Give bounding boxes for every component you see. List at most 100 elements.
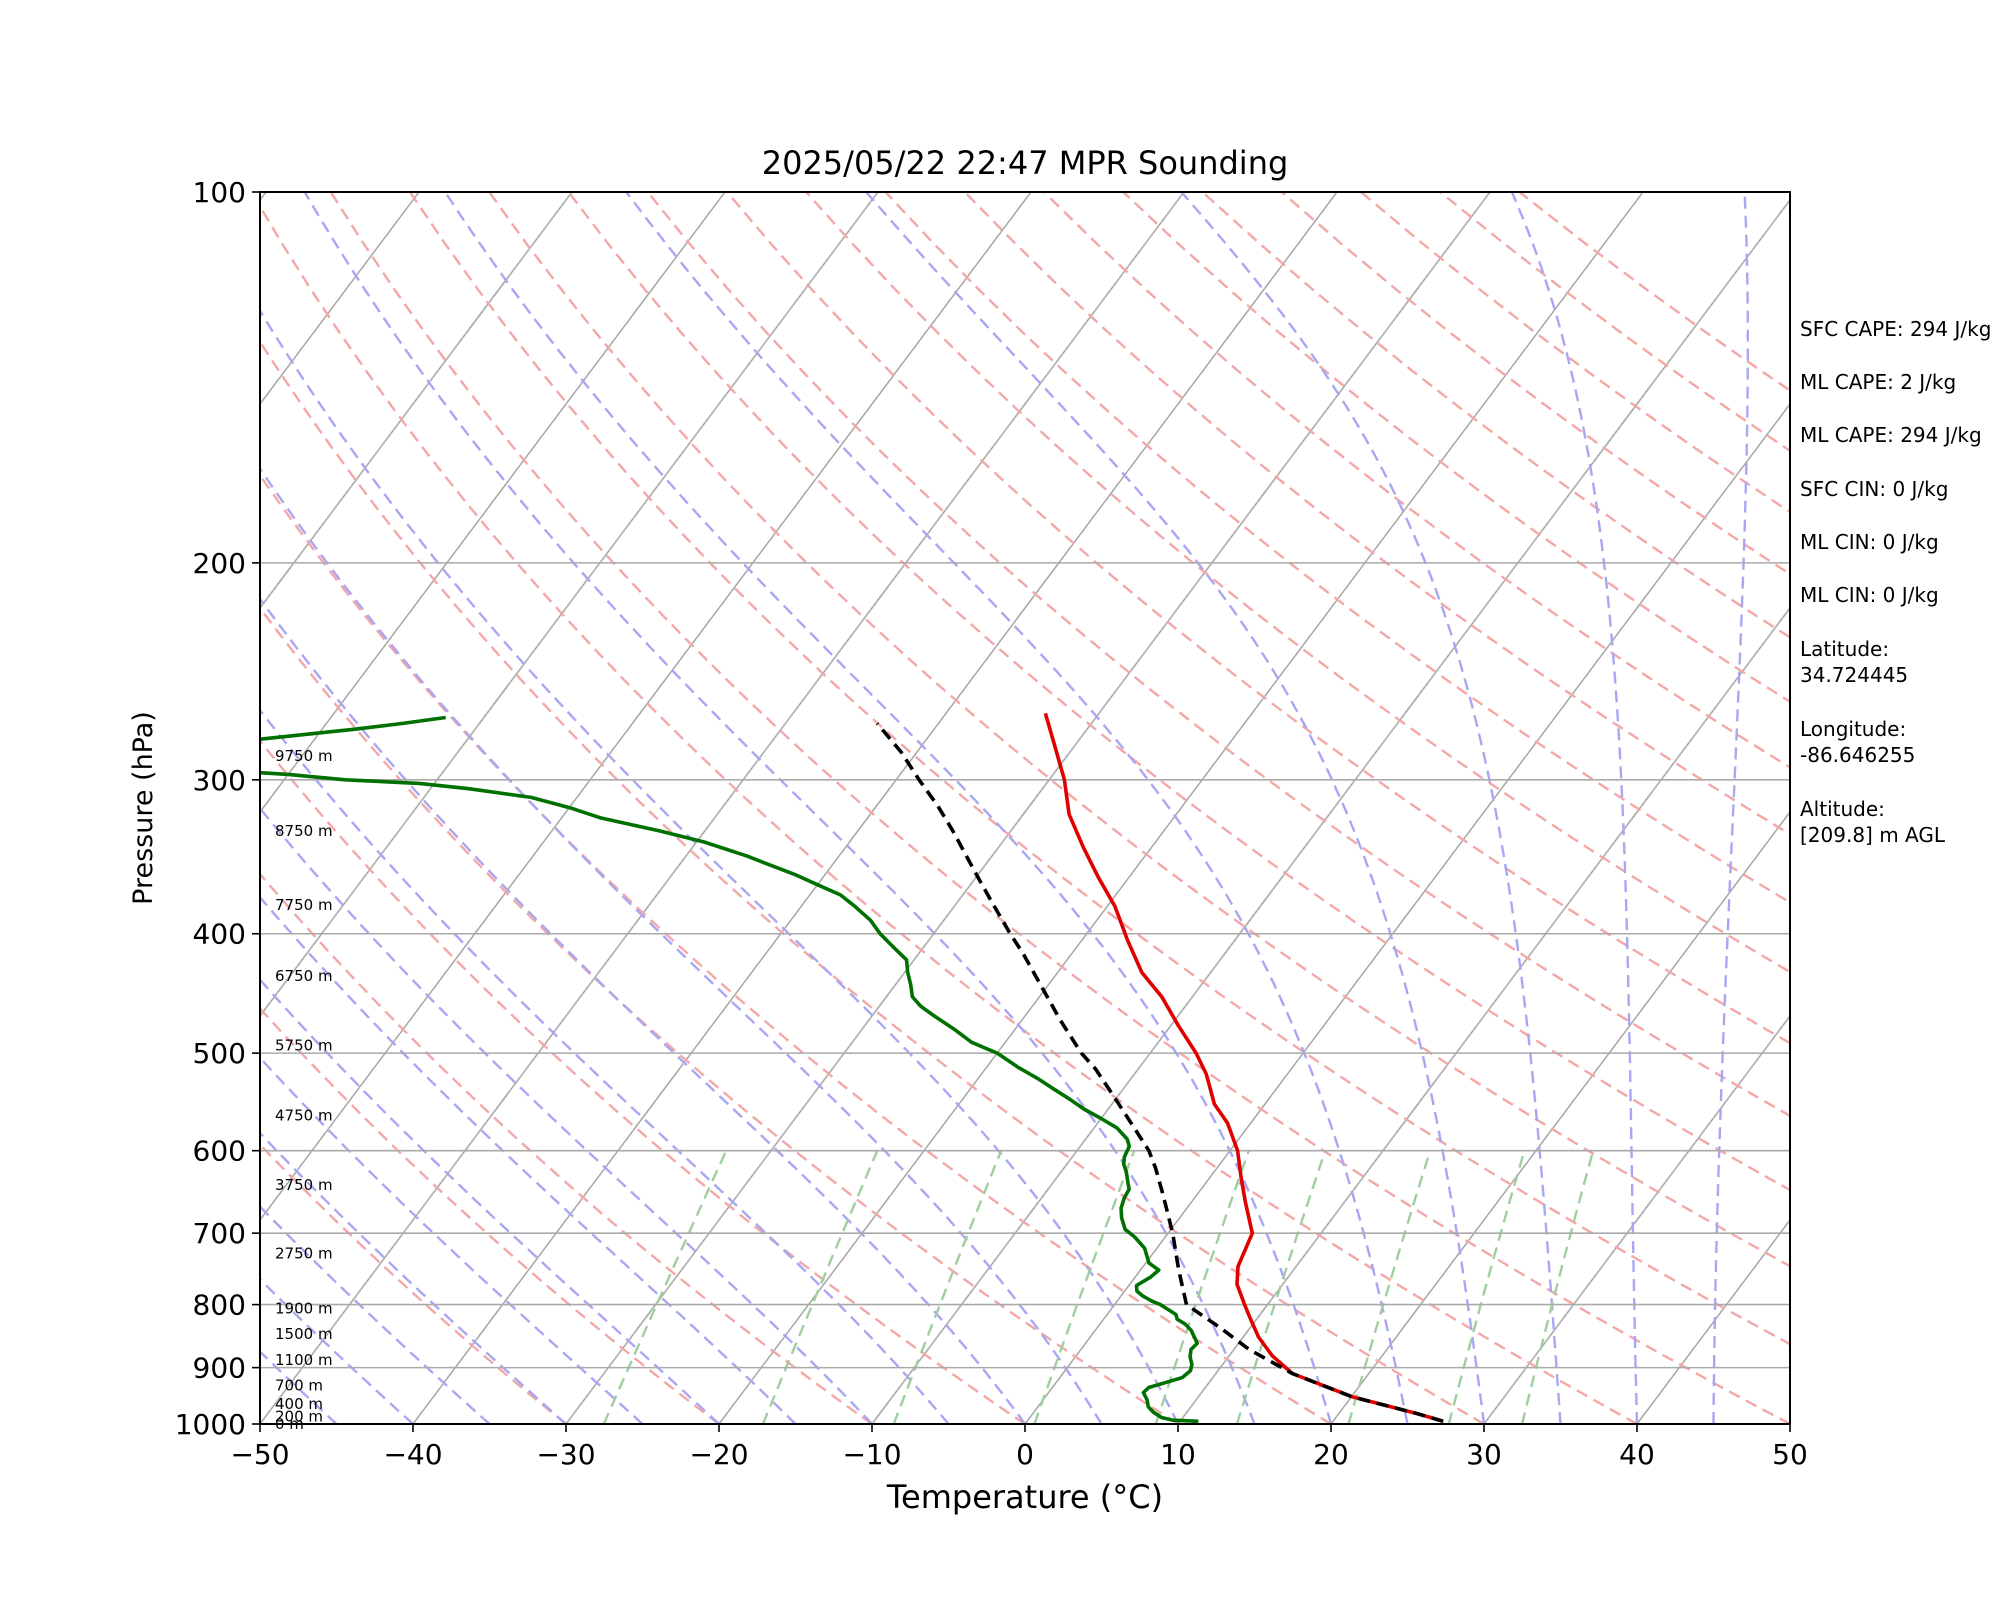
dry-adiabat-line — [260, 473, 1332, 1424]
height-label: 200 m — [275, 1407, 323, 1425]
background-lines — [260, 192, 1790, 1424]
moist-adiabat-line — [444, 192, 1333, 1424]
dry-adiabat-line — [884, 192, 1790, 904]
x-tick-label: 0 — [1016, 1438, 1034, 1471]
moist-adiabat-line — [1712, 192, 1749, 1424]
y-tick-label: 700 — [193, 1217, 246, 1250]
height-label: 2750 m — [275, 1244, 333, 1262]
longitude-info: Longitude: -86.646255 — [1800, 716, 1915, 768]
isotherm-line — [1177, 606, 1790, 1424]
y-axis-ticks: 100 200 300 400 500 600 700 800 900 1000 — [175, 176, 260, 1441]
latitude-value: 34.724445 — [1800, 663, 1909, 687]
pressure-gridlines — [260, 191, 1790, 1425]
moist-adiabat-line — [303, 192, 1256, 1424]
y-tick-label: 900 — [193, 1352, 246, 1385]
height-label: 1100 m — [275, 1351, 333, 1369]
isotherm-line — [871, 198, 1790, 1424]
temperature-trace — [1043, 712, 1444, 1424]
y-tick-label: 200 — [193, 547, 246, 580]
dry-adiabat-line — [488, 192, 1790, 1268]
y-tick-label: 100 — [193, 176, 246, 209]
dry-adiabat-line — [726, 192, 1790, 1045]
moist-adiabat-line — [1180, 192, 1562, 1424]
moist-adiabat-line — [865, 192, 1486, 1424]
moist-adiabat-line — [260, 806, 873, 1424]
dry-adiabat-line — [963, 192, 1790, 836]
dry-adiabat-line — [329, 192, 1790, 1424]
height-label: 9750 m — [275, 747, 333, 765]
x-tick-label: −10 — [842, 1438, 901, 1471]
moist-adiabat-line — [260, 308, 1180, 1424]
height-label: 4750 m — [275, 1107, 333, 1125]
x-tick-label: −20 — [689, 1438, 748, 1471]
isotherm-line — [1330, 810, 1790, 1424]
isotherm-line — [260, 192, 420, 406]
y-tick-label: 600 — [193, 1135, 246, 1168]
isotherm-line — [1483, 1014, 1790, 1424]
moist-adiabat-line — [260, 596, 1026, 1424]
moist-adiabat-line — [260, 466, 1103, 1424]
mixing-ratio-line — [1033, 1150, 1136, 1424]
dewpoint-trace — [260, 715, 1199, 1424]
param-sfc-cin: SFC CIN: 0 J/kg — [1800, 477, 1949, 501]
dry-adiabat-line — [1122, 192, 1790, 704]
moist-adiabat-line — [1510, 192, 1639, 1424]
y-tick-label: 300 — [193, 764, 246, 797]
isotherm-line — [260, 192, 726, 814]
param-ml-cin-2: ML CIN: 0 J/kg — [1800, 583, 1939, 607]
moist-adiabat-line — [260, 977, 720, 1424]
moist-adiabat-line — [260, 1056, 644, 1424]
isotherm-line — [565, 192, 1491, 1424]
chart-title: 2025/05/22 22:47 MPR Sounding — [762, 144, 1289, 182]
dry-adiabat-line — [260, 339, 1485, 1424]
x-tick-label: −50 — [230, 1438, 289, 1471]
height-label: 6750 m — [275, 967, 333, 985]
height-label: 8750 m — [275, 822, 333, 840]
param-ml-cape: ML CAPE: 2 J/kg — [1800, 370, 1957, 394]
latitude-label: Latitude: — [1800, 637, 1890, 661]
y-tick-label: 400 — [193, 918, 246, 951]
param-ml-cin: ML CIN: 0 J/kg — [1800, 530, 1939, 554]
x-tick-label: 20 — [1313, 1438, 1349, 1471]
x-axis-label: Temperature (°C) — [886, 1478, 1163, 1516]
mixing-ratio-line — [602, 1150, 728, 1424]
dry-adiabat-line — [260, 606, 1179, 1424]
height-label: 700 m — [275, 1377, 323, 1395]
y-tick-label: 500 — [193, 1037, 246, 1070]
moist-adiabat-line — [260, 1349, 338, 1424]
parcel-path-trace — [875, 722, 1444, 1424]
height-label: 7750 m — [275, 896, 333, 914]
height-label: 3750 m — [275, 1176, 333, 1194]
mixing-ratio-line — [761, 1150, 879, 1424]
longitude-value: -86.646255 — [1800, 743, 1916, 767]
height-label: 1900 m — [275, 1300, 333, 1318]
series-layer — [260, 712, 1444, 1424]
dry-adiabat-line — [646, 192, 1790, 1118]
y-tick-label: 800 — [193, 1289, 246, 1322]
longitude-label: Longitude: — [1800, 717, 1907, 741]
x-tick-label: −40 — [383, 1438, 442, 1471]
y-axis-label: Pressure (hPa) — [128, 711, 159, 905]
height-label: 1500 m — [275, 1325, 333, 1343]
plot-frame — [259, 191, 1791, 1425]
moist-adiabat-line — [625, 192, 1409, 1424]
height-label: 5750 m — [275, 1037, 333, 1055]
dry-adiabat-line — [260, 1006, 720, 1424]
altitude-info: Altitude: [209.8] m AGL — [1800, 796, 1945, 848]
param-ml-cape-2: ML CAPE: 294 J/kg — [1800, 423, 1982, 447]
dry-adiabat-line — [409, 192, 1790, 1346]
dry-adiabat-line — [567, 192, 1790, 1192]
isotherm-line — [412, 192, 1338, 1424]
moist-adiabat-line — [260, 708, 950, 1424]
dry-adiabat-line — [260, 203, 1638, 1424]
altitude-label: Altitude: — [1800, 797, 1885, 821]
x-axis-ticks: −50 −40 −30 −20 −10 0 10 20 30 40 50 — [230, 1424, 1808, 1471]
altitude-value: [209.8] m AGL — [1800, 823, 1946, 847]
isotherm-line — [260, 192, 879, 1018]
isotherm-line — [260, 192, 1185, 1424]
dry-adiabat-line — [260, 1142, 567, 1424]
latitude-info: Latitude: 34.724445 — [1800, 636, 1908, 688]
isotherm-line — [260, 192, 573, 610]
